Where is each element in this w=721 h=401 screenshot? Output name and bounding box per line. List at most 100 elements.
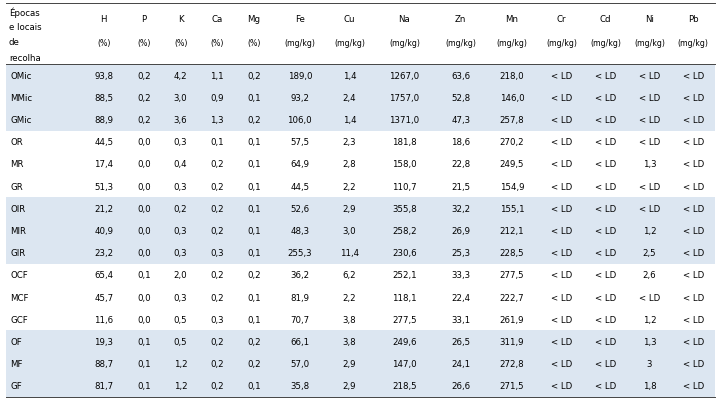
Text: 0,1: 0,1	[137, 337, 151, 346]
Text: 218,0: 218,0	[500, 71, 524, 81]
Text: < LD: < LD	[551, 293, 572, 302]
Text: 0,1: 0,1	[247, 182, 260, 191]
Text: 181,8: 181,8	[392, 138, 417, 147]
Text: 6,2: 6,2	[342, 271, 356, 280]
Text: 1267,0: 1267,0	[389, 71, 420, 81]
Text: 2,5: 2,5	[642, 249, 656, 257]
Text: 0,9: 0,9	[211, 94, 224, 103]
Text: < LD: < LD	[683, 381, 704, 391]
Text: < LD: < LD	[683, 337, 704, 346]
Text: 2,0: 2,0	[174, 271, 187, 280]
Text: 66,1: 66,1	[291, 337, 309, 346]
Text: K: K	[178, 15, 183, 24]
Text: (mg/kg): (mg/kg)	[284, 39, 315, 48]
Text: 26,5: 26,5	[451, 337, 470, 346]
Text: 0,3: 0,3	[174, 293, 187, 302]
Text: Cu: Cu	[344, 15, 355, 24]
Text: 22,4: 22,4	[451, 293, 470, 302]
Text: < LD: < LD	[683, 71, 704, 81]
Text: < LD: < LD	[551, 205, 572, 213]
Text: Ni: Ni	[645, 15, 654, 24]
Text: < LD: < LD	[639, 94, 660, 103]
Text: 32,2: 32,2	[451, 205, 470, 213]
Text: 1,2: 1,2	[642, 227, 656, 235]
Text: (mg/kg): (mg/kg)	[334, 39, 365, 48]
Text: 1,2: 1,2	[174, 381, 187, 391]
Bar	[6, 198, 715, 220]
Text: 11,4: 11,4	[340, 249, 359, 257]
Text: 44,5: 44,5	[94, 138, 113, 147]
Bar	[6, 65, 715, 87]
Text: < LD: < LD	[551, 138, 572, 147]
Text: 1757,0: 1757,0	[389, 94, 420, 103]
Bar	[6, 375, 715, 397]
Text: < LD: < LD	[551, 249, 572, 257]
Text: < LD: < LD	[595, 293, 616, 302]
Text: 2,2: 2,2	[342, 182, 356, 191]
Text: (%): (%)	[174, 39, 187, 48]
Text: Fe: Fe	[295, 15, 305, 24]
Text: 0,1: 0,1	[247, 160, 260, 169]
Text: Pb: Pb	[688, 15, 699, 24]
Text: 0,0: 0,0	[137, 138, 151, 147]
Bar	[6, 242, 715, 264]
Text: 0,2: 0,2	[174, 205, 187, 213]
Text: 1371,0: 1371,0	[389, 116, 420, 125]
Text: MCF: MCF	[10, 293, 29, 302]
Text: OR: OR	[10, 138, 23, 147]
Text: 48,3: 48,3	[291, 227, 309, 235]
Text: 1,4: 1,4	[342, 116, 356, 125]
Text: 255,3: 255,3	[288, 249, 312, 257]
Text: 0,2: 0,2	[211, 182, 224, 191]
Text: 0,2: 0,2	[211, 160, 224, 169]
Text: < LD: < LD	[683, 227, 704, 235]
Text: recolha: recolha	[9, 54, 40, 63]
Text: < LD: < LD	[551, 160, 572, 169]
Text: < LD: < LD	[595, 71, 616, 81]
Text: 0,2: 0,2	[211, 337, 224, 346]
Text: 11,6: 11,6	[94, 315, 113, 324]
Text: < LD: < LD	[551, 227, 572, 235]
Text: 0,1: 0,1	[211, 138, 224, 147]
Text: 0,1: 0,1	[137, 381, 151, 391]
Text: de: de	[9, 38, 19, 47]
Text: 258,2: 258,2	[392, 227, 417, 235]
Bar	[6, 220, 715, 242]
Text: 52,6: 52,6	[291, 205, 309, 213]
Text: GR: GR	[10, 182, 23, 191]
Text: 3: 3	[647, 359, 653, 368]
Text: < LD: < LD	[595, 381, 616, 391]
Text: 0,2: 0,2	[247, 116, 260, 125]
Text: (mg/kg): (mg/kg)	[547, 39, 577, 48]
Text: 0,3: 0,3	[174, 249, 187, 257]
Text: 88,7: 88,7	[94, 359, 113, 368]
Text: < LD: < LD	[639, 205, 660, 213]
Text: Na: Na	[399, 15, 410, 24]
Text: (mg/kg): (mg/kg)	[497, 39, 527, 48]
Text: < LD: < LD	[551, 182, 572, 191]
Text: < LD: < LD	[595, 138, 616, 147]
Bar	[6, 87, 715, 109]
Text: < LD: < LD	[551, 315, 572, 324]
Text: 0,0: 0,0	[137, 227, 151, 235]
Text: < LD: < LD	[595, 271, 616, 280]
Text: 110,7: 110,7	[392, 182, 417, 191]
Text: (%): (%)	[137, 39, 151, 48]
Text: MIR: MIR	[10, 227, 27, 235]
Text: < LD: < LD	[551, 381, 572, 391]
Text: (%): (%)	[97, 39, 110, 48]
Text: 2,9: 2,9	[342, 359, 356, 368]
Text: 0,3: 0,3	[174, 227, 187, 235]
Text: 158,0: 158,0	[392, 160, 417, 169]
Text: < LD: < LD	[639, 293, 660, 302]
Text: 63,6: 63,6	[451, 71, 470, 81]
Text: 277,5: 277,5	[392, 315, 417, 324]
Text: 277,5: 277,5	[500, 271, 524, 280]
Text: 0,2: 0,2	[211, 381, 224, 391]
Text: < LD: < LD	[551, 71, 572, 81]
Text: 93,8: 93,8	[94, 71, 113, 81]
Text: P: P	[141, 15, 146, 24]
Text: 0,3: 0,3	[174, 182, 187, 191]
Text: 3,0: 3,0	[174, 94, 187, 103]
Text: 1,2: 1,2	[174, 359, 187, 368]
